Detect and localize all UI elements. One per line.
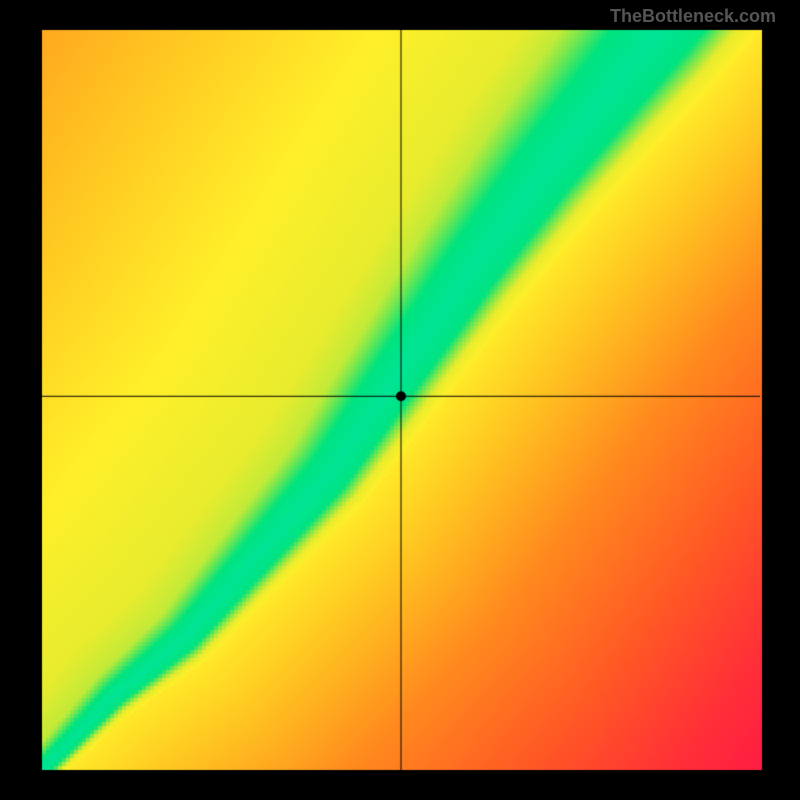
watermark-text: TheBottleneck.com: [610, 6, 776, 27]
heatmap-canvas: [0, 0, 800, 800]
